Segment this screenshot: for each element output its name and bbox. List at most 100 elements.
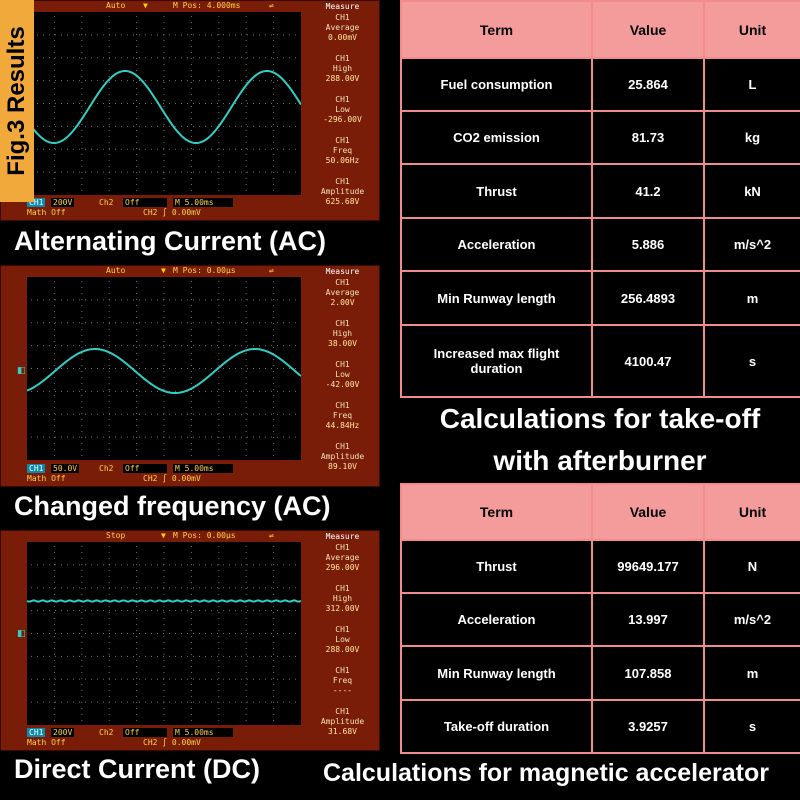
grid-dot: [97, 34, 98, 36]
grid-dot: [245, 684, 247, 685]
grid-dot: [245, 100, 247, 101]
grid-dot: [247, 633, 248, 634]
grid-dot: [97, 148, 98, 150]
grid-dot: [175, 299, 176, 301]
grid-dot: [61, 345, 62, 347]
grid-dot: [245, 94, 247, 95]
grid-dot: [163, 684, 165, 685]
grid-dot: [163, 377, 165, 378]
grid-dot: [187, 125, 188, 127]
scope-mode: Stop: [106, 531, 126, 540]
grid-dot: [271, 564, 272, 566]
grid-dot: [81, 407, 83, 408]
grid-dot: [190, 419, 192, 420]
grid-dot: [139, 345, 140, 347]
grid-dot: [245, 425, 247, 426]
grid-dot: [295, 655, 296, 657]
grid-dot: [190, 305, 192, 306]
grid-dot: [43, 34, 44, 36]
grid-dot: [79, 80, 80, 82]
timebase: M 5.00ms: [173, 464, 233, 473]
grid-dot: [81, 323, 83, 324]
caption-ac: Alternating Current (AC): [14, 226, 326, 256]
grid-dot: [53, 654, 55, 655]
grid-dot: [193, 633, 194, 634]
grid-dot: [79, 368, 80, 369]
usb-icon: ⇌: [269, 1, 274, 10]
grid-dot: [53, 558, 55, 559]
grid-dot: [163, 449, 165, 450]
grid-dot: [81, 94, 83, 95]
grid-dot: [136, 178, 138, 179]
grid-dot: [190, 136, 192, 137]
grid-dot: [157, 125, 158, 127]
grid-dot: [115, 436, 116, 438]
grid-dot: [55, 125, 56, 127]
grid-dot: [295, 299, 296, 301]
grid-dot: [217, 390, 218, 392]
grid-dot: [85, 125, 86, 127]
grid-dot: [295, 610, 296, 612]
grid-dot: [247, 390, 248, 392]
grid-dot: [283, 148, 284, 150]
grid-dot: [108, 624, 110, 625]
grid-dot: [218, 34, 220, 35]
grid-dot: [245, 359, 247, 360]
grid-dot: [136, 425, 138, 426]
grid-dot: [43, 148, 44, 150]
grid-dot: [61, 413, 62, 415]
grid-dot: [103, 655, 104, 657]
grid-dot: [211, 148, 212, 150]
grid-dot: [115, 368, 116, 369]
grid-dot: [245, 76, 247, 77]
grid-dot: [108, 305, 110, 306]
grid-dot: [277, 390, 278, 392]
grid-dot: [205, 610, 206, 612]
grid-dot: [163, 94, 165, 95]
grid-dot: [81, 16, 83, 17]
grid-dot: [245, 570, 247, 571]
grid-dot: [49, 413, 50, 415]
oscilloscope-ac: Auto ▼ M Pos: 4.000ms ⇌ Measure CH1 Avera…: [0, 0, 380, 221]
grid-dot: [187, 368, 188, 369]
grid-dot: [190, 401, 192, 402]
grid-dot: [108, 636, 110, 637]
grid-dot: [295, 80, 296, 82]
grid-dot: [67, 125, 68, 127]
grid-dot: [133, 80, 134, 82]
grid-dot: [245, 46, 247, 47]
grid-dot: [245, 118, 247, 119]
grid-dot: [43, 125, 44, 127]
grid-dot: [265, 564, 266, 566]
grid-dot: [136, 720, 138, 721]
grid-dot: [91, 148, 92, 150]
grid-dot: [136, 184, 138, 185]
grid-dot: [169, 413, 170, 415]
grid-dot: [81, 636, 83, 637]
grid-dot: [115, 678, 116, 680]
grid-dot: [97, 633, 98, 634]
grid-dot: [247, 413, 248, 415]
grid-dot: [163, 720, 165, 721]
grid-dot: [73, 322, 74, 324]
grid-dot: [241, 633, 242, 634]
grid-dot: [81, 588, 83, 589]
grid-dot: [133, 564, 134, 566]
grid-dot: [163, 345, 164, 347]
grid-dot: [43, 678, 44, 680]
grid-dot: [67, 34, 68, 36]
grid-dot: [49, 701, 50, 703]
grid-dot: [61, 299, 62, 301]
grid-dot: [136, 552, 138, 553]
grid-dot: [181, 436, 182, 438]
grid-dot: [163, 708, 165, 709]
grid-dot: [245, 172, 247, 173]
grid-dot: [217, 587, 218, 589]
grid-dot: [175, 148, 176, 150]
grid-dot: [211, 368, 212, 369]
grid-dot: [163, 57, 164, 59]
grid-dot: [241, 564, 242, 566]
grid-dot: [190, 582, 192, 583]
grid-dot: [218, 287, 220, 288]
grid-dot: [277, 299, 278, 301]
